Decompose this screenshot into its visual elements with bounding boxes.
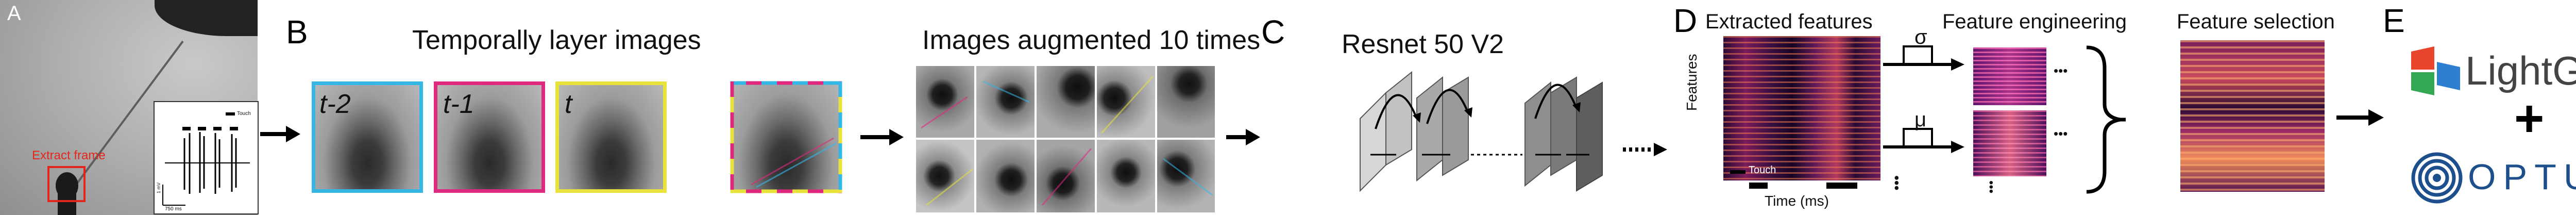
inset-scale-y: 1 mV	[156, 182, 162, 194]
ellipsis-below: •••	[1984, 180, 1998, 194]
plus-sign: +	[2514, 90, 2545, 147]
augment-color-streaks	[921, 75, 1213, 206]
panel-c-letter: C	[1261, 13, 1285, 51]
ephys-inset: Touch 1 mV 750 ms	[154, 101, 259, 214]
curly-brace	[2086, 45, 2126, 194]
layered-frame-border	[730, 81, 842, 193]
arrow-layer-to-augment	[860, 129, 904, 145]
aug-tile	[1037, 66, 1095, 138]
optuna-wordmark: OPTUNA	[2468, 157, 2576, 197]
arrow-selection-to-model	[2336, 109, 2384, 126]
lightgbm-wordmark: LightGBM	[2465, 48, 2576, 93]
augmented-grid	[916, 66, 1215, 212]
aug-tile	[1157, 66, 1215, 138]
panel-b-title: Temporally layer images	[412, 25, 701, 55]
time-axis-label: Time (ms)	[1765, 193, 1829, 209]
heatmap-touch-legend: Touch	[1749, 164, 1776, 176]
frame-t-label: t	[565, 89, 572, 119]
panel-a-letter: A	[7, 2, 21, 25]
aug-tile	[1097, 140, 1155, 212]
sigma-heatmap	[1973, 47, 2046, 105]
aug-tile	[976, 66, 1035, 138]
sigma-label: σ	[1914, 26, 1927, 48]
feature-selection-title: Feature selection	[2177, 10, 2335, 33]
panel-d-letter: D	[1673, 2, 1698, 39]
touch-marker	[1826, 183, 1857, 189]
ellipsis-sigma: •••	[2054, 63, 2068, 78]
panel-b-letter: B	[286, 13, 308, 51]
extract-frame-label: Extract frame	[32, 148, 106, 162]
extracted-heatmap	[1723, 36, 1880, 180]
frame-t-minus-1	[434, 81, 545, 193]
inset-scale-x: 750 ms	[165, 206, 182, 212]
mu-heatmap	[1973, 110, 2046, 176]
aug-tile	[1097, 66, 1155, 138]
aug-tile	[976, 140, 1035, 212]
extract-frame-box	[47, 166, 86, 202]
optuna-logo-icon	[2411, 152, 2463, 204]
augment-title: Images augmented 10 times	[922, 25, 1261, 55]
touch-marker	[1749, 183, 1768, 189]
layered-frame	[731, 81, 842, 193]
feature-engineering-arrows	[1883, 45, 1964, 153]
heatmap-touch-legend-bar	[1730, 170, 1745, 174]
frame-t	[555, 81, 667, 193]
extracted-features-title: Extracted features	[1705, 10, 1873, 33]
frame-t-minus-2	[312, 81, 423, 193]
lightgbm-logo-icon	[2411, 46, 2460, 95]
resnet-title: Resnet 50 V2	[1342, 29, 1504, 59]
whisker-line	[56, 40, 184, 215]
selection-heatmap	[2180, 40, 2325, 192]
ellipsis-vertical: •••	[1889, 175, 1905, 191]
arrow-augment-to-resnet	[1226, 129, 1260, 145]
panel-e-letter: E	[2383, 2, 2405, 39]
inset-touch-legend: Touch	[237, 111, 251, 117]
mu-label: μ	[1914, 108, 1927, 131]
feature-engineering-title: Feature engineering	[1942, 10, 2127, 33]
arrow-a-to-b	[260, 126, 300, 142]
panel-a: Extract frame A Touch 1 mV 750 ms	[0, 0, 259, 215]
resnet-diagram	[1360, 71, 1603, 192]
frame-t-minus-1-label: t-1	[443, 89, 474, 119]
arrow-resnet-to-features	[1623, 143, 1667, 156]
features-axis-label: Features	[1684, 54, 1700, 111]
ephys-trace	[162, 112, 250, 206]
ellipsis-mu: •••	[2054, 126, 2068, 141]
frame-t-minus-2-label: t-2	[319, 89, 351, 119]
